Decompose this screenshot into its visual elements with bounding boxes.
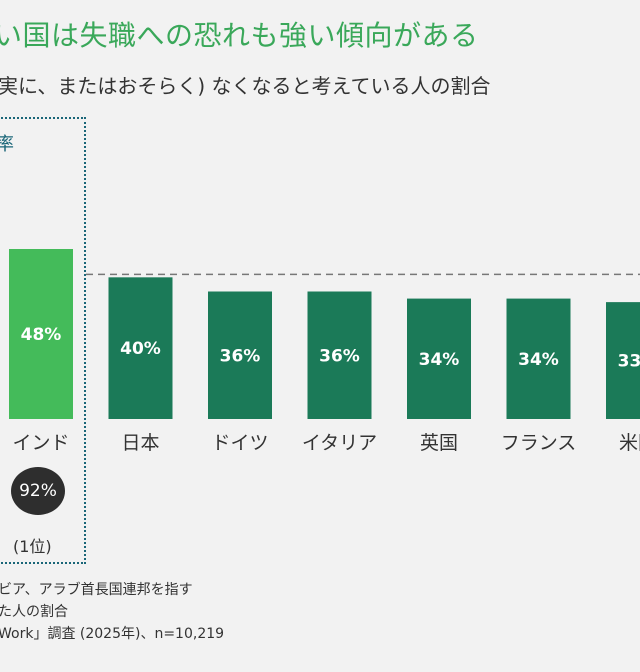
- footnote-3: Work」調査 (2025年)、n=10,219: [0, 626, 225, 642]
- bar-5: [506, 298, 571, 419]
- rank-badge: 92%: [11, 467, 65, 515]
- value-label-6: 33%: [618, 352, 640, 372]
- value-label-3: 36%: [319, 346, 360, 366]
- category-label-5: フランス: [501, 432, 577, 454]
- category-label-1: 日本: [121, 432, 159, 454]
- chart-subtitle: 実に、またはおそらく) なくなると考えている人の割合: [0, 74, 491, 98]
- category-label-0: インド: [12, 432, 69, 454]
- bar-6: [606, 302, 640, 419]
- highlight-label: 率: [0, 134, 14, 155]
- bar-0: [9, 249, 73, 419]
- value-label-4: 34%: [419, 350, 460, 370]
- category-label-4: 英国: [420, 432, 458, 454]
- category-label-6: 米国: [619, 432, 640, 454]
- bar-2: [208, 291, 272, 419]
- highlight-box: [0, 117, 86, 564]
- value-label-2: 36%: [220, 346, 261, 366]
- bar-1: [108, 277, 173, 419]
- category-label-3: イタリア: [302, 432, 377, 454]
- value-label-1: 40%: [120, 339, 161, 359]
- bar-4: [407, 298, 471, 419]
- bar-3: [307, 291, 372, 419]
- value-label-5: 34%: [518, 350, 559, 370]
- value-label-0: 48%: [21, 325, 62, 345]
- footnote-1: ビア、アラブ首長国連邦を指す: [0, 582, 193, 598]
- footnote-2: た人の割合: [0, 604, 68, 620]
- rank-position: (1位): [13, 537, 52, 556]
- chart-title: い国は失職への恐れも強い傾向がある: [0, 19, 479, 52]
- category-label-2: ドイツ: [211, 432, 268, 454]
